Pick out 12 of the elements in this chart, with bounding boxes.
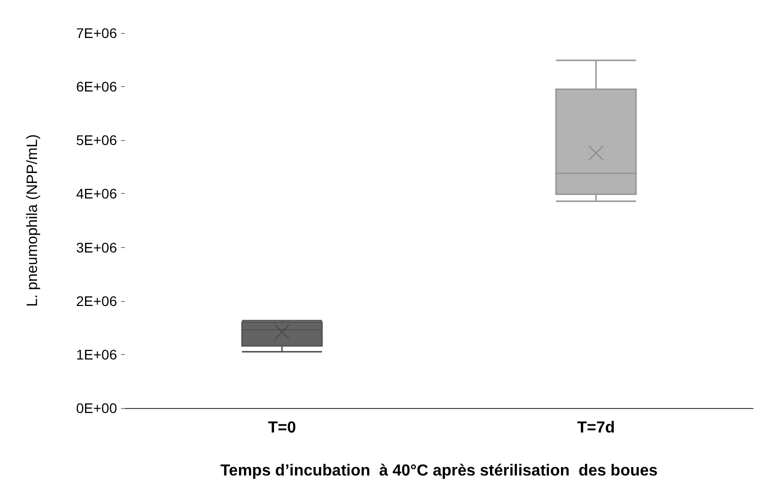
y-tick-label: 2E+06 xyxy=(76,292,118,309)
x-axis-title: Temps d’incubation à 40°C après stérilisation des boues xyxy=(220,462,658,480)
y-tick-label: 3E+06 xyxy=(76,239,118,256)
y-tick-label: 6E+06 xyxy=(76,78,118,95)
x-tick-label: T=0 xyxy=(268,420,296,436)
y-tick-label: 1E+06 xyxy=(76,346,118,362)
y-axis-title: L. pneumophila (NPP/mL) xyxy=(24,134,41,307)
y-tick-label: 4E+06 xyxy=(76,186,118,202)
x-tick-label: T=7d xyxy=(577,420,615,436)
y-tick-label: 5E+06 xyxy=(76,132,118,148)
y-tick-label: 7E+06 xyxy=(76,25,118,41)
y-tick-label: 0E+00 xyxy=(76,400,118,416)
